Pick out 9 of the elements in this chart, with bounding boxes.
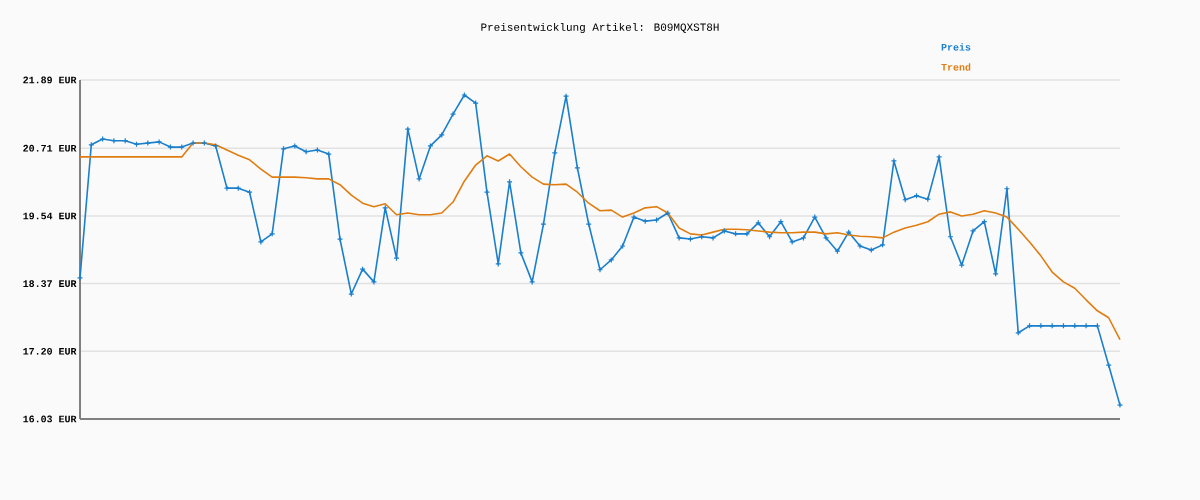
text: Trend [941,63,971,71]
y-tick-label: 21.89 EUR [23,76,77,84]
text: Preis [941,43,971,51]
y-tick-label: 16.03 EUR [23,415,77,423]
y-tick-label: 17.20 EUR [23,347,77,355]
chart-title: Preisentwicklung Artikel: B09MQXST8H [481,22,719,34]
y-tick-label: 20.71 EUR [23,144,77,152]
y-tick-label: 19.54 EUR [23,212,77,220]
y-tick-label: 18.37 EUR [23,280,77,287]
